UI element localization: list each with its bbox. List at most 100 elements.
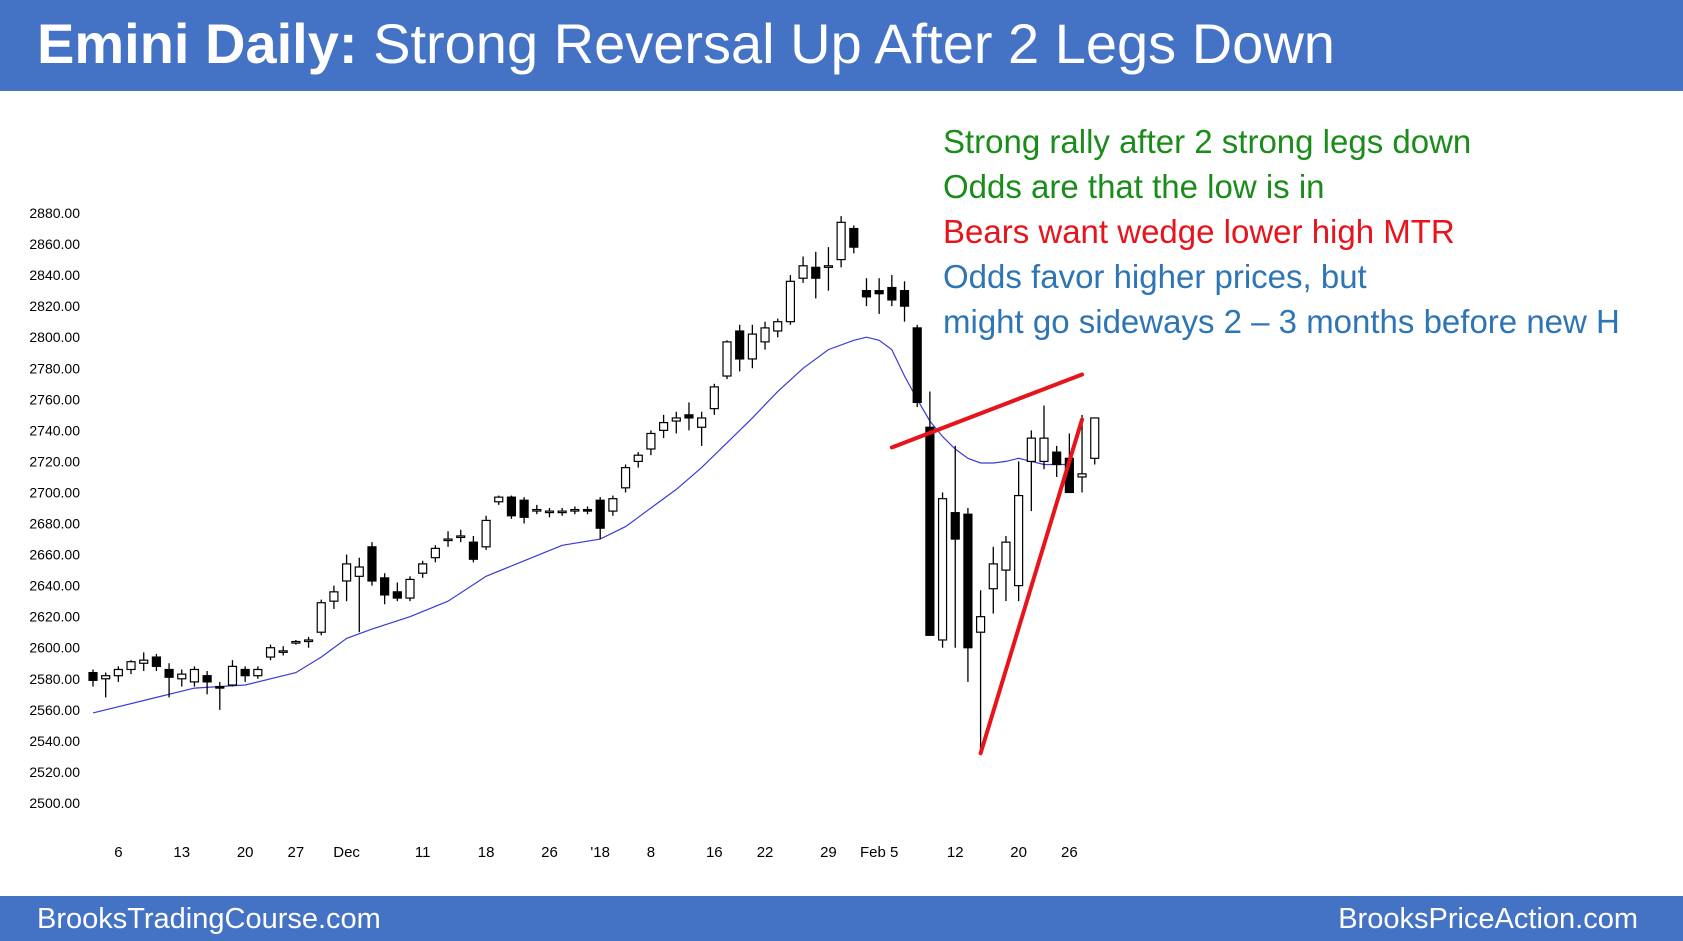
annotation-5: might go sideways 2 – 3 months before ne… [943, 303, 1620, 340]
candle-bear [595, 499, 605, 529]
y-tick-label: 2700.00 [29, 484, 80, 500]
x-tick-label: 6 [114, 844, 122, 861]
candle-bear [215, 685, 225, 689]
candle-bear [202, 675, 212, 683]
y-tick-label: 2800.00 [29, 329, 80, 345]
candle-bull [278, 650, 288, 653]
candle-bull [747, 333, 757, 360]
candle-bear [735, 330, 745, 360]
candle-bull [975, 616, 986, 633]
candle-bull [671, 417, 681, 422]
y-tick-label: 2580.00 [29, 671, 80, 687]
annotation-1: Strong rally after 2 strong legs down [943, 123, 1472, 160]
candle-bear [912, 327, 922, 404]
candle-bear [861, 290, 872, 298]
candle-bull [430, 547, 440, 559]
y-tick-label: 2780.00 [29, 360, 80, 376]
footer-right-link[interactable]: BrooksPriceAction.com [1338, 903, 1638, 935]
candle-bull [354, 566, 364, 577]
candle-bull [633, 454, 643, 463]
candle-bull [557, 510, 567, 514]
candle-bear [887, 286, 897, 301]
candle-bull [937, 498, 948, 641]
candle-bull [227, 665, 238, 686]
candle-bull [139, 659, 149, 664]
y-tick-label: 2680.00 [29, 516, 80, 532]
candle-bull [697, 417, 707, 428]
candle-bull [722, 341, 732, 377]
candle-bear [582, 508, 593, 512]
candle-bear [899, 290, 910, 307]
candle-bear [950, 512, 960, 540]
y-tick-label: 2560.00 [29, 702, 80, 718]
candle-bull [265, 647, 276, 658]
candle-bull [316, 602, 326, 633]
x-tick-label: 18 [478, 844, 495, 861]
x-tick-label: Feb 5 [860, 844, 898, 861]
y-tick-label: 2640.00 [29, 578, 80, 594]
y-tick-label: 2600.00 [29, 640, 80, 656]
candle-bear [88, 671, 98, 681]
candle-bear [874, 290, 884, 295]
candle-bull [760, 327, 770, 343]
candle-bull [481, 519, 491, 548]
candle-bear [164, 668, 174, 678]
annotation-2: Odds are that the low is in [943, 168, 1325, 205]
footer-left-link[interactable]: BrooksTradingCourse.com [37, 903, 381, 935]
x-tick-label: 26 [541, 844, 558, 861]
x-tick-label: 8 [647, 844, 655, 861]
candle-bear [468, 541, 478, 560]
title-rest: Strong Reversal Up After 2 Legs Down [357, 12, 1335, 75]
candle-bear [519, 499, 529, 518]
candle-bull [823, 265, 834, 268]
candle-bull [126, 661, 136, 671]
candle-bull [608, 498, 618, 512]
candle-bull [532, 508, 542, 512]
candle-bull [303, 639, 314, 643]
candle-bull [773, 321, 783, 332]
y-tick-label: 2880.00 [29, 205, 80, 221]
candle-bull [1090, 417, 1100, 459]
annotation-4: Odds favor higher prices, but [943, 258, 1367, 295]
candle-bull [570, 508, 580, 512]
candle-bull [456, 535, 466, 539]
x-tick-label: 11 [415, 844, 431, 861]
candle-bull [1001, 541, 1011, 571]
candle-bull [1077, 473, 1087, 478]
x-tick-label: 22 [757, 844, 774, 861]
candle-bear [392, 591, 402, 599]
candle-bear [1052, 451, 1062, 466]
candle-bull [189, 668, 200, 683]
candle-bear [367, 546, 377, 582]
annotation-3: Bears want wedge lower high MTR [943, 213, 1455, 250]
candle-bear [684, 414, 694, 419]
candle-bear [151, 656, 161, 667]
y-tick-label: 2540.00 [29, 733, 80, 749]
candle-bear [380, 577, 390, 596]
x-tick-label: 13 [173, 844, 190, 861]
y-tick-label: 2620.00 [29, 609, 80, 625]
candle-bear [811, 266, 821, 279]
candle-bull [798, 265, 808, 279]
candle-bull [620, 467, 631, 489]
y-tick-label: 2860.00 [29, 236, 80, 252]
candle-bear [849, 227, 859, 248]
candle-bull [342, 563, 352, 582]
candle-bull [709, 386, 719, 410]
y-tick-label: 2660.00 [29, 547, 80, 563]
y-tick-label: 2500.00 [29, 795, 80, 811]
candle-bear [925, 426, 935, 636]
chart-title: Emini Daily: Strong Reversal Up After 2 … [37, 8, 1335, 80]
candle-bull [113, 668, 123, 677]
candle-bull [836, 221, 846, 261]
candle-bear [506, 496, 517, 517]
x-tick-label: Dec [333, 844, 360, 861]
candle-bull [658, 422, 669, 431]
x-tick-label: 20 [237, 844, 254, 861]
candle-bear [963, 513, 973, 649]
candle-bull [785, 280, 796, 323]
candle-bull [418, 563, 428, 574]
moving-average-line [92, 336, 1070, 714]
candle-bull [291, 640, 301, 644]
footer-bar: BrooksTradingCourse.com BrooksPriceActio… [0, 896, 1683, 941]
